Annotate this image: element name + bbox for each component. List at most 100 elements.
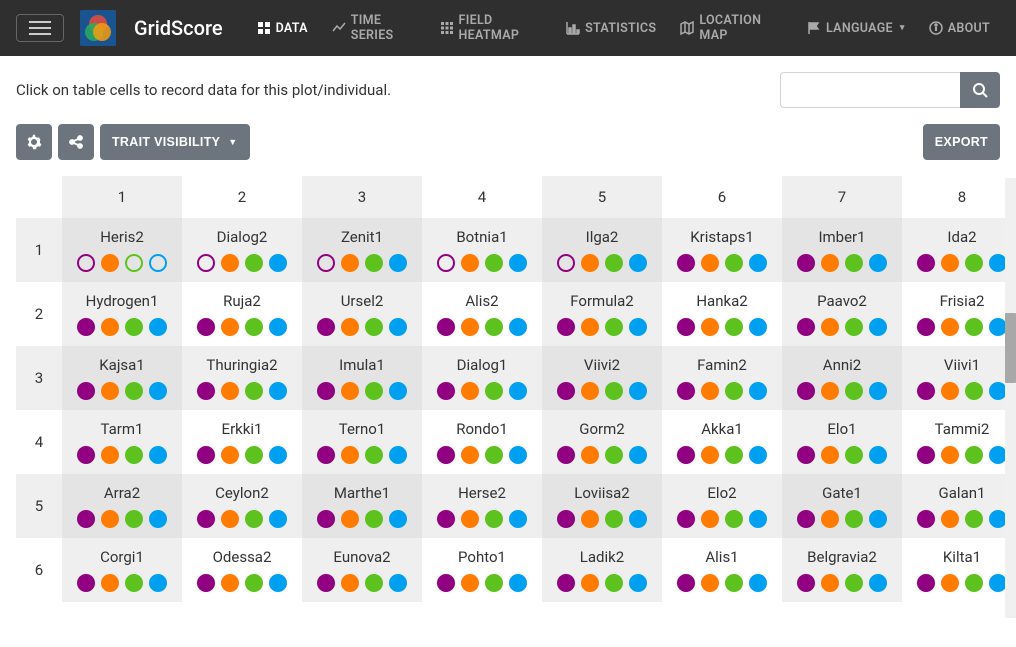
nav-item-statistics[interactable]: STATISTICS <box>556 5 666 51</box>
grid-cell[interactable]: Arra2 <box>62 474 182 538</box>
grid-cell[interactable]: Ida2 <box>902 218 1016 282</box>
grid-cell[interactable]: Ceylon2 <box>182 474 302 538</box>
info-icon <box>929 21 943 35</box>
trait-dot <box>701 382 719 400</box>
grid-cell[interactable]: Ilga2 <box>542 218 662 282</box>
grid-cell[interactable]: Erkki1 <box>182 410 302 474</box>
trait-dot <box>245 510 263 528</box>
trait-dot <box>725 446 743 464</box>
grid-cell[interactable]: Paavo2 <box>782 282 902 346</box>
grid-cell[interactable]: Thuringia2 <box>182 346 302 410</box>
grid-cell[interactable]: Ladik2 <box>542 538 662 602</box>
app-brand[interactable]: GridScore <box>134 16 223 40</box>
trait-dot <box>509 318 527 336</box>
trait-dot <box>941 510 959 528</box>
export-button[interactable]: EXPORT <box>923 124 1000 160</box>
trait-visibility-button[interactable]: TRAIT VISIBILITY ▼ <box>100 124 250 160</box>
trait-dot <box>77 382 95 400</box>
grid-cell[interactable]: Anni2 <box>782 346 902 410</box>
grid-cell[interactable]: Belgravia2 <box>782 538 902 602</box>
grid-cell[interactable]: Odessa2 <box>182 538 302 602</box>
grid-cell[interactable]: Tammi2 <box>902 410 1016 474</box>
menu-toggle-button[interactable] <box>16 14 64 42</box>
grid-cell[interactable]: Pohto1 <box>422 538 542 602</box>
grid-cell[interactable]: Botnia1 <box>422 218 542 282</box>
share-button[interactable] <box>58 124 94 160</box>
grid-cell[interactable]: Hydrogen1 <box>62 282 182 346</box>
grid-cell[interactable]: Kilta1 <box>902 538 1016 602</box>
grid-cell[interactable]: Formula2 <box>542 282 662 346</box>
grid-cell[interactable]: Ruja2 <box>182 282 302 346</box>
grid-cell[interactable]: Elo1 <box>782 410 902 474</box>
trait-dot <box>461 574 479 592</box>
search-button[interactable] <box>960 72 1000 108</box>
trait-dots <box>546 574 658 592</box>
grid-cell[interactable]: Hanka2 <box>662 282 782 346</box>
grid-cell[interactable]: Kajsa1 <box>62 346 182 410</box>
trait-dot <box>725 318 743 336</box>
scrollbar-track[interactable] <box>1005 178 1016 618</box>
grid-cell[interactable]: Imber1 <box>782 218 902 282</box>
trait-dot <box>845 318 863 336</box>
grid-cell[interactable]: Dialog1 <box>422 346 542 410</box>
trait-dots <box>306 574 418 592</box>
trait-dot <box>557 574 575 592</box>
grid-cell[interactable]: Rondo1 <box>422 410 542 474</box>
trait-dots <box>906 510 1016 528</box>
grid-cell[interactable]: Heris2 <box>62 218 182 282</box>
trait-dot <box>797 254 815 272</box>
trait-dot <box>149 446 167 464</box>
cell-name: Kilta1 <box>906 548 1016 566</box>
cell-name: Imula1 <box>306 356 418 374</box>
map-icon <box>680 21 694 35</box>
trait-dot <box>701 318 719 336</box>
grid-cell[interactable]: Elo2 <box>662 474 782 538</box>
grid-cell[interactable]: Marthe1 <box>302 474 422 538</box>
grid-cell[interactable]: Gorm2 <box>542 410 662 474</box>
cell-name: Odessa2 <box>186 548 298 566</box>
app-logo[interactable] <box>80 10 116 46</box>
cell-name: Alis1 <box>666 548 778 566</box>
trait-dot <box>245 446 263 464</box>
nav-item-data[interactable]: DATA <box>247 5 318 51</box>
grid-cell[interactable]: Alis1 <box>662 538 782 602</box>
nav-item-language[interactable]: LANGUAGE▾ <box>797 13 915 44</box>
grid-cell[interactable]: Tarm1 <box>62 410 182 474</box>
settings-button[interactable] <box>16 124 52 160</box>
nav-item-about[interactable]: ABOUT <box>919 13 1000 44</box>
grid-cell[interactable]: Famin2 <box>662 346 782 410</box>
grid-cell[interactable]: Viivi1 <box>902 346 1016 410</box>
trait-dot <box>629 574 647 592</box>
column-header: 1 <box>62 176 182 218</box>
trait-dots <box>666 254 778 272</box>
trait-dot <box>581 574 599 592</box>
nav-item-time-series[interactable]: TIME SERIES <box>322 5 426 51</box>
search-input[interactable] <box>780 72 960 108</box>
grid-cell[interactable]: Loviisa2 <box>542 474 662 538</box>
grid-cell[interactable]: Akka1 <box>662 410 782 474</box>
grid-cell[interactable]: Terno1 <box>302 410 422 474</box>
grid-cell[interactable]: Corgi1 <box>62 538 182 602</box>
grid-cell[interactable]: Viivi2 <box>542 346 662 410</box>
grid-cell[interactable]: Dialog2 <box>182 218 302 282</box>
grid-cell[interactable]: Herse2 <box>422 474 542 538</box>
grid-cell[interactable]: Gate1 <box>782 474 902 538</box>
trait-dot <box>869 574 887 592</box>
grid-cell[interactable]: Kristaps1 <box>662 218 782 282</box>
grid-cell[interactable]: Alis2 <box>422 282 542 346</box>
grid-cell[interactable]: Eunova2 <box>302 538 422 602</box>
cell-name: Imber1 <box>786 228 898 246</box>
nav-item-location-map[interactable]: LOCATION MAP <box>670 5 789 51</box>
trait-dot <box>845 446 863 464</box>
grid-cell[interactable]: Zenit1 <box>302 218 422 282</box>
trait-dots <box>906 318 1016 336</box>
nav-item-field-heatmap[interactable]: FIELD HEATMAP <box>430 5 553 51</box>
grid-cell[interactable]: Imula1 <box>302 346 422 410</box>
cell-name: Dialog1 <box>426 356 538 374</box>
trait-dot <box>797 382 815 400</box>
cell-name: Elo2 <box>666 484 778 502</box>
grid-cell[interactable]: Ursel2 <box>302 282 422 346</box>
grid-cell[interactable]: Frisia2 <box>902 282 1016 346</box>
grid-cell[interactable]: Galan1 <box>902 474 1016 538</box>
scrollbar-thumb[interactable] <box>1005 313 1016 383</box>
